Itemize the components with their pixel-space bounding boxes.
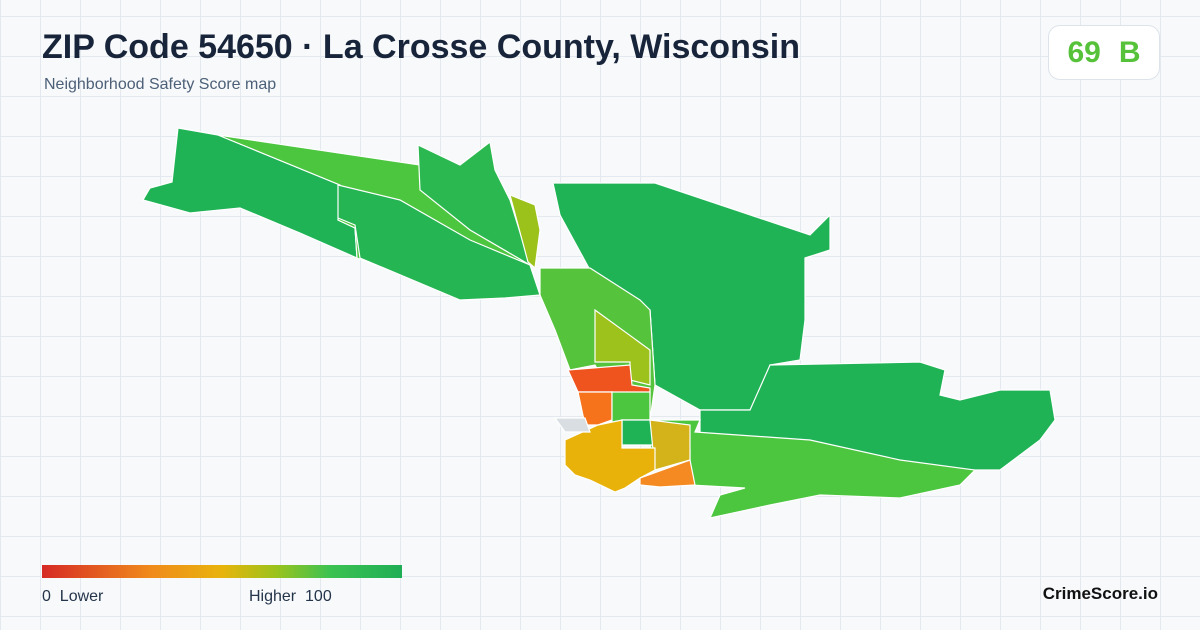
title: ZIP Code 54650 · La Crosse County, Wisco… (42, 28, 800, 66)
legend-min-label: Lower (59, 588, 104, 605)
subtitle: Neighborhood Safety Score map (44, 76, 277, 93)
region (337, 184, 541, 301)
legend-max-label: Higher (249, 588, 297, 605)
score-value: 69 (1067, 35, 1101, 69)
region (553, 417, 591, 433)
legend-min: 0 (42, 588, 51, 605)
legend-gradient (42, 565, 402, 578)
score-badge: 69 B (1048, 25, 1160, 80)
legend-high: Higher 100 (249, 588, 332, 606)
region (639, 459, 696, 488)
legend-max: 100 (305, 588, 332, 605)
score-grade: B (1118, 35, 1141, 69)
brand: CrimeScore.io (1042, 584, 1158, 603)
region (417, 140, 532, 267)
legend-low: 0 Lower (42, 588, 103, 606)
region (509, 193, 541, 270)
